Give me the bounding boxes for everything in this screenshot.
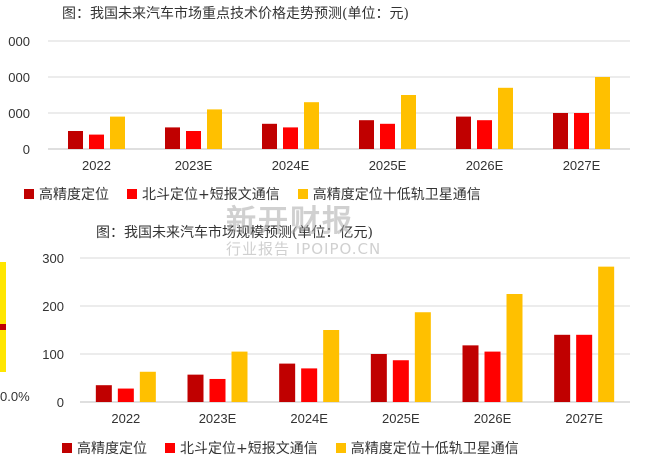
chart1-bar-1 [456,116,471,149]
legend2-swatch-1 [62,443,72,453]
chart2-bar-2 [576,334,593,402]
chart1-xtick-label: 2025E [369,158,407,173]
chart2-xtick-label: 2026E [474,411,512,426]
chart2-ytick-label: 0 [57,395,64,410]
chart1-xtick-label: 2022 [82,158,111,173]
chart1-xtick-label: 2023E [175,158,213,173]
chart1-bar-3 [304,102,319,149]
legend1-item-3: 高精度定位十低轨卫星通信 [297,184,481,204]
chart2-bar-2 [392,360,409,402]
legend1-label-1: 高精度定位 [39,187,109,203]
legend2-item-3: 高精度定位十低轨卫星通信 [335,438,519,458]
chart2-bar-1 [187,374,204,402]
chart2-xtick-label: 2024E [290,411,328,426]
legend2-item-2: 北斗定位+短报文通信 [165,438,318,458]
legend1-swatch-3 [297,189,308,199]
legend1-swatch-1 [24,189,34,199]
chart2-bar-2 [301,368,318,402]
chart1-legend: 高精度定位 北斗定位+短报文通信 高精度定位十低轨卫星通信 [24,184,499,204]
chart2-bar-1 [95,385,112,402]
legend2-swatch-3 [335,443,346,453]
chart2-bar-3 [598,266,615,402]
fragment-bar-red [0,324,6,330]
chart1-xtick-label: 2024E [272,158,310,173]
chart1-bar-1 [68,131,83,149]
legend1-item-1: 高精度定位 [24,184,109,204]
watermark: 新开财报 行业报告 IPOIPO.CN [226,196,381,259]
chart2-xtick-label: 2027E [565,411,603,426]
chart2-bar-3 [414,312,431,402]
chart1-bar-3 [595,77,610,149]
chart2-bar-1 [370,354,387,402]
chart2-bar-1 [462,345,479,402]
chart2-bar-2 [117,388,134,402]
chart2-ytick-label: 300 [42,251,64,266]
chart1-bar-2 [283,127,298,149]
chart1-ytick-label: 0 [23,142,30,157]
chart2-bar-2 [484,351,501,402]
legend2-item-1: 高精度定位 [62,438,147,458]
chart1-bar-3 [498,87,513,149]
left-fragment-bars [0,262,6,372]
chart1-bar-2 [380,123,395,149]
chart1-bar-3 [401,95,416,149]
chart2-xtick-label: 2022 [111,411,140,426]
chart1-bar-2 [477,120,492,149]
chart2-legend: 高精度定位 北斗定位+短报文通信 高精度定位十低轨卫星通信 [62,438,537,458]
chart1-ytick-label: 000 [8,70,30,85]
chart2-bar-3 [506,294,523,402]
chart2-bar-1 [279,363,296,402]
chart1-bar-2 [574,113,589,149]
legend2-label-3: 高精度定位十低轨卫星通信 [350,441,519,457]
chart2-bar-2 [209,378,226,402]
chart1-bar-3 [207,109,222,149]
legend2-swatch-2 [165,443,175,453]
chart2-bar-1 [554,334,571,402]
legend1-label-2: 北斗定位+短报文通信 [142,187,280,203]
chart1-bar-1 [165,127,180,149]
chart1-bar-3 [110,116,125,149]
chart1-ytick-label: 000 [8,34,30,49]
legend2-label-2: 北斗定位+短报文通信 [180,441,318,457]
chart1-bar-1 [553,113,568,149]
chart1-bar-2 [186,131,201,149]
chart2-xtick-label: 2025E [382,411,420,426]
chart2-xtick-label: 2023E [199,411,237,426]
chart1-bar-2 [89,134,104,149]
legend1-swatch-2 [127,189,137,199]
chart1-bar-1 [359,120,374,149]
chart1-bar-1 [262,123,277,149]
fragment-bar-yellow [0,262,6,372]
watermark-sub: 行业报告 IPOIPO.CN [226,240,382,258]
chart1-ytick-label: 000 [8,106,30,121]
chart1-xtick-label: 2027E [563,158,601,173]
left-fragment-label: 0.0% [0,389,30,404]
legend2-label-1: 高精度定位 [77,441,147,457]
chart2-ytick-label: 200 [42,299,64,314]
chart1-xtick-label: 2026E [466,158,504,173]
chart2-bar-3 [139,371,156,402]
watermark-main: 新开财报 [226,204,354,239]
chart1-title: 图：我国未来汽车市场重点技术价格走势预测(单位：元) [62,6,409,22]
chart2-bar-3 [323,330,340,402]
chart2-title: 图：我国未来汽车市场规模预测(单位：亿元) [96,225,373,241]
chart2-bar-3 [231,351,248,402]
legend1-item-2: 北斗定位+短报文通信 [127,184,280,204]
legend1-label-3: 高精度定位十低轨卫星通信 [312,187,481,203]
chart2-ytick-label: 100 [42,347,64,362]
